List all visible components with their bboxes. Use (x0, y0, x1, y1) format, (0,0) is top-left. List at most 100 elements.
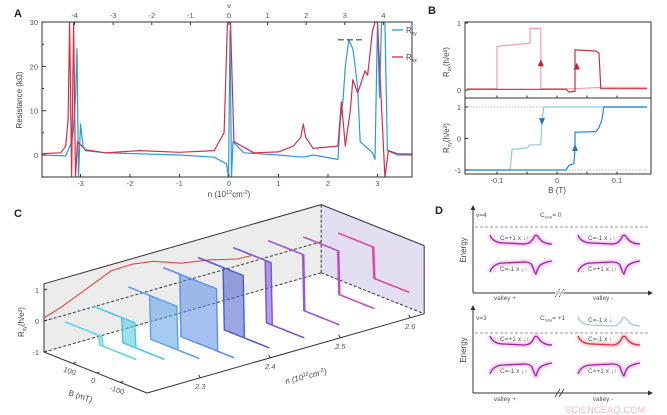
panel-a-legend: Rxy Rxx (392, 26, 417, 64)
band-label: C=+1 x ↓↑ (500, 336, 529, 343)
hysteresis-fill (128, 286, 200, 359)
band-label: C=-1 x ↓ (588, 317, 612, 324)
panel-d-bottom: Energy ν=3 Ctotal= +1 C=-1 x ↓C=+1 x ↓↑ C… (459, 305, 653, 403)
zlabel-sub: xy (22, 326, 28, 332)
x-tick-label: 1 (276, 179, 280, 188)
legend-label-rxy: Rxy (406, 26, 417, 37)
top-tick-label: 3 (343, 11, 347, 20)
panel-b-top-series (467, 27, 647, 93)
top-side-edge (321, 204, 425, 247)
nu-label: ν=4 (476, 212, 487, 219)
panel-label-b: B (428, 5, 436, 17)
b-axis (43, 351, 148, 394)
x-tick-label: 3 (375, 179, 379, 188)
y-tick-label: 20 (30, 62, 38, 71)
xlabel-pre: n (10 (208, 190, 227, 199)
panel-d-top: Energy ν=4 Ctotal= 0 C=+1 x ↓↑C=-1 x ↓↑C… (459, 205, 653, 302)
ylabel-base: R (442, 147, 451, 153)
legend-rxx-sub: xx (412, 58, 418, 64)
ylabel-unit: (h/e²) (442, 47, 451, 66)
n-tick-label: 2.4 (264, 362, 275, 371)
x-tick-label: 0.1 (612, 176, 622, 185)
band-curve: C=-1 x ↑ (576, 334, 641, 348)
rxx-back-wall-curve (43, 255, 252, 319)
band-curve: C=+1 x ↓↑ (576, 361, 641, 379)
band-label: C=+1 x ↓↑ (588, 266, 617, 273)
hysteresis-fill (233, 247, 305, 338)
panel-b-xlabel: B (T) (548, 186, 566, 195)
sweep-direction-arrow-icon (537, 59, 544, 67)
zlabel-unit: (h/e²) (17, 307, 26, 326)
panel-c-3d-plot: Rxy(h/e²) n (1012cm-2) B (mT) 1 0 -1 2.3 2.4… (17, 204, 425, 405)
arrow-head-icon (470, 205, 476, 210)
ylabel-sub: xx (447, 66, 453, 72)
valley-minus-label: valley - (593, 295, 614, 302)
arrow-head-icon (648, 290, 653, 296)
b-tick (96, 371, 100, 374)
band-curve: C=-1 x ↓↑ (488, 259, 553, 277)
top-back-edge (43, 204, 322, 285)
trace-sweep-up (162, 266, 235, 359)
y-tick-label: 1 (457, 19, 461, 28)
xlabel-mid: cm (232, 190, 243, 199)
valley-plus-label: valley + (494, 295, 516, 302)
legend-label-rxx: Rxx (406, 53, 417, 64)
panel-a-xlabel: n (1012cm-2) (208, 190, 251, 199)
panel-b-bottom-frame (464, 97, 652, 175)
band-curves: C=+1 x ↓↑ C=-1 x ↓↑ C=-1 x ↓↑ C=+1 x ↓↑ (488, 233, 641, 277)
band-line (489, 234, 553, 245)
trace-sweep-up (232, 246, 305, 339)
band-curves: C=-1 x ↓ C=+1 x ↓↑ C=-1 x ↑ C=-1 x ↓↑ C=+1 x… (488, 316, 641, 379)
top-tick-label: -4 (71, 11, 78, 20)
arrow-head-icon (648, 390, 653, 396)
trace-sweep-up (302, 236, 375, 310)
series-line-Rxx (42, 22, 412, 177)
y-tick-label: 0 (457, 86, 461, 95)
nu-label: ν=3 (476, 315, 487, 322)
sweep-trace (467, 106, 647, 171)
xlabel-pre: n (10 (284, 373, 304, 386)
hysteresis-fill (198, 257, 270, 348)
y-tick-label: 30 (30, 18, 38, 27)
n-tick-label: 2.3 (194, 382, 206, 391)
r-tick-label: 1 (35, 286, 39, 295)
band-line (489, 335, 553, 346)
hysteresis-fill (65, 321, 137, 360)
b-tick-label: -100 (108, 383, 125, 396)
y-tick-label: 10 (30, 107, 38, 116)
band-line (577, 362, 641, 377)
watermark: SCIENCEAQ.COM (565, 405, 645, 415)
legend-rxx-base: R (406, 53, 412, 62)
x-tick-label: 0 (227, 179, 231, 188)
panel-b-top-ylabel: Rxx(h/e²) (442, 47, 453, 77)
series-line-Rxy (42, 22, 412, 177)
valley-minus-label: valley - (593, 396, 614, 403)
x-tick-label: -1 (176, 179, 183, 188)
top-tick-label: 2 (304, 11, 308, 20)
r-tick (43, 288, 48, 291)
arrow-head-icon (470, 305, 476, 310)
band-line (577, 260, 641, 275)
energy-label: Energy (459, 337, 468, 362)
panel-label-c: C (14, 208, 22, 220)
sweep-direction-arrow-icon (572, 143, 578, 151)
x-tick-label: 0 (555, 176, 559, 185)
panel-label-d: D (435, 205, 443, 217)
c-val: = +1 (552, 315, 565, 322)
xlabel-post: ) (322, 367, 328, 377)
r-tick-label: -1 (32, 348, 39, 357)
band-line (577, 335, 641, 346)
panel-a-ylabel: Resistance (kΩ) (15, 71, 24, 128)
x-tick-label: 2 (326, 179, 330, 188)
valley-plus-label: valley + (494, 396, 516, 403)
top-tick-label: 4 (381, 11, 385, 20)
panel-b-top-frame (464, 21, 652, 99)
band-curve: C=-1 x ↓↑ (488, 361, 553, 379)
panel-c-xlabel: n (1012cm-2) (284, 367, 328, 386)
c-base: C (540, 315, 545, 322)
y-tick-label: 1 (457, 103, 461, 112)
c-total-label: Ctotal= 0 (540, 212, 562, 220)
band-label: C=-1 x ↓↑ (500, 368, 528, 375)
top-tick-label: -1 (187, 11, 194, 20)
